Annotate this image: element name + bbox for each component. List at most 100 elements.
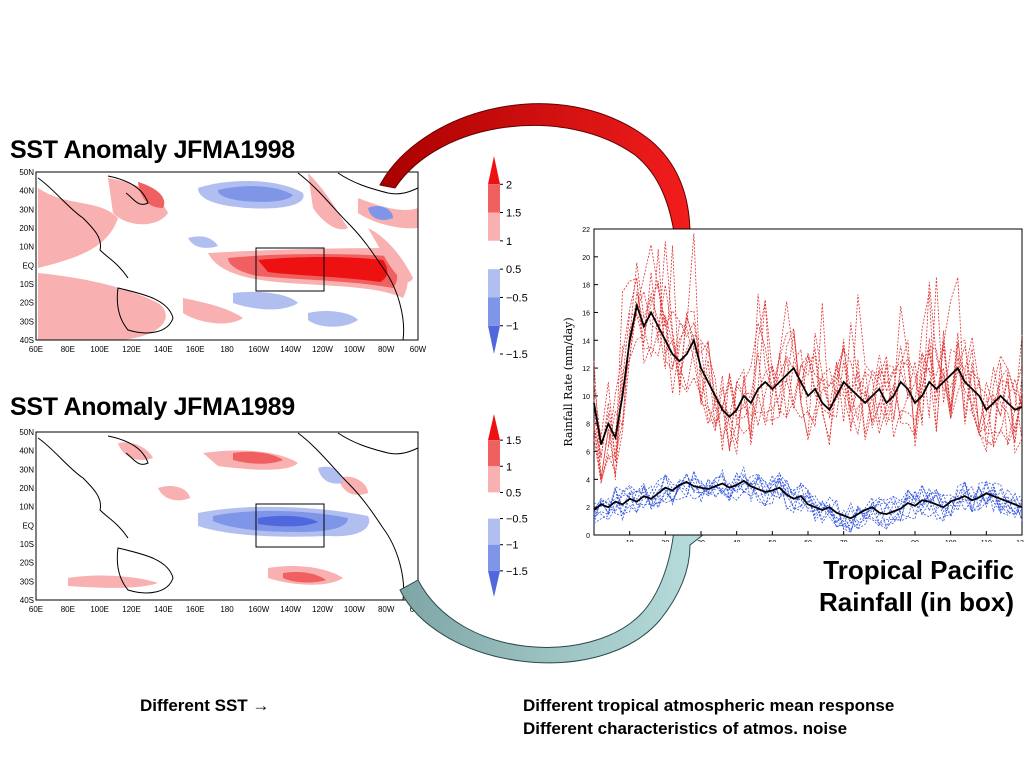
chart-y-tick-label: 14 (582, 338, 590, 345)
map-lat-label: 10N (19, 243, 34, 252)
chart-y-tick-label: 16 (582, 310, 590, 317)
colorbar-label: 1.5 (506, 435, 521, 447)
map-lat-label: 10N (19, 503, 34, 512)
chart-y-tick-label: 2 (586, 505, 590, 512)
map-lon-label: 160W (248, 605, 269, 614)
colorbar-label: 0.5 (506, 264, 521, 276)
colorbar-1989: 1.5 1 0.5 −0.5 −1 −1.5 (488, 414, 528, 597)
colorbar-label: −1 (506, 540, 519, 552)
colorbar-label: 1 (506, 236, 512, 248)
colorbar-segment (488, 544, 500, 571)
map-lon-label: 160W (248, 345, 269, 354)
map-lon-label: 140E (154, 605, 173, 614)
map-lon-label: 160E (186, 605, 205, 614)
colorbar-segment (488, 184, 500, 213)
map1-lon-labels: 60E 80E 100E 120E 140E 160E 180 160W 140W 120W 100… (29, 345, 427, 354)
chart-x-tick-label: 20 (661, 540, 669, 542)
chart-y-tick-label: 6 (586, 450, 590, 457)
map-lon-label: 60E (29, 345, 43, 354)
response-caption: Different tropical atmospheric mean resp… (523, 694, 894, 740)
chart-x-tick-label: 40 (733, 540, 741, 542)
map2-lat-labels: 50N 40N 30N 20N 10N EQ 10S 20S 30S 40S (19, 428, 34, 605)
colorbar-label: −0.5 (506, 292, 528, 304)
map-lon-label: 140E (154, 345, 173, 354)
colorbar-cap (488, 325, 500, 354)
ensemble-member-line (593, 280, 1023, 479)
colorbar-segment (488, 297, 500, 326)
colorbar-segment (488, 269, 500, 298)
colorbar-label: 0.5 (506, 487, 521, 499)
map-lat-label: 40S (20, 336, 34, 345)
colorbar-label: 2 (506, 179, 512, 191)
map1-lat-labels: 50N 40N 30N 20N 10N EQ 10S 20S 30S 40S (19, 168, 34, 345)
colorbar-label: 1 (506, 461, 512, 473)
chart-y-tick-label: 0 (586, 533, 590, 540)
chart-x-tick-label: 70 (840, 540, 848, 542)
colorbar-label: −0.5 (506, 514, 528, 526)
map-lat-label: 20N (19, 224, 34, 233)
map-lon-label: 60W (410, 605, 427, 614)
map-lon-label: 120E (122, 345, 141, 354)
colorbar1-segments (488, 156, 500, 354)
response-caption-line2: Different characteristics of atmos. nois… (523, 719, 848, 738)
map-lon-label: 100W (344, 605, 365, 614)
colorbar2-segments (488, 414, 500, 597)
map-lat-label: EQ (22, 521, 34, 530)
map-lon-label: 120W (312, 345, 333, 354)
chart-x-tick-label: 120 (1016, 540, 1024, 542)
chart-y-tick-label: 8 (586, 422, 590, 429)
ensemble-member-line (593, 244, 1023, 480)
map-lat-label: 30S (20, 577, 34, 586)
colorbar-1998: 2 1.5 1 0.5 −0.5 −1 −1.5 (488, 156, 528, 361)
map-lon-label: 160E (186, 345, 205, 354)
chart-plot-area (593, 228, 1023, 536)
map1-analysis-box (255, 247, 325, 292)
chart-x-tick-label: 90 (911, 540, 919, 542)
colorbar-segment (488, 518, 500, 545)
ensemble-member-line (593, 472, 1023, 530)
map-lon-label: 100E (90, 345, 109, 354)
ensemble-member-line (593, 285, 1023, 484)
colorbar-segment (488, 240, 500, 270)
map-lat-label: EQ (22, 261, 34, 270)
map-lon-label: 80W (378, 605, 395, 614)
map-lon-label: 100W (344, 345, 365, 354)
chart-y-tick-label: 10 (582, 394, 590, 401)
map-lat-label: 30S (20, 317, 34, 326)
colorbar-label: −1 (506, 321, 519, 333)
sst-map-1998: 50N 40N 30N 20N 10N EQ 10S 20S 30S 40S 60E 80E 100E… (19, 168, 427, 354)
map1-title: SST Anomaly JFMA1998 (10, 136, 295, 164)
map2-lon-labels: 60E 80E 100E 120E 140E 160E 180 160W 140W 120W 100… (29, 605, 427, 614)
chart-x-ticks: 10 20 30 40 50 60 70 80 90 100 110 120 (626, 531, 1024, 542)
map-lat-label: 40S (20, 596, 34, 605)
ensemble-member-line (593, 248, 1023, 462)
map-lat-label: 20S (20, 299, 34, 308)
map2-analysis-box (255, 503, 325, 548)
colorbar-cap (488, 156, 500, 185)
ensemble-member-line (593, 466, 1023, 533)
chart-x-tick-label: 30 (697, 540, 705, 542)
chart-x-tick-label: 100 (945, 540, 957, 542)
map-lon-label: 180 (220, 345, 234, 354)
chart-y-tick-label: 12 (582, 366, 590, 373)
chart-x-tick-label: 10 (626, 540, 634, 542)
map-lon-label: 100E (90, 605, 109, 614)
chart-x-tick-label: 80 (875, 540, 883, 542)
ensemble-member-line (593, 473, 1023, 530)
map-lon-label: 80E (61, 345, 75, 354)
response-caption-line1: Different tropical atmospheric mean resp… (523, 696, 895, 715)
map-lat-label: 40N (19, 447, 34, 456)
colorbar-label: 1.5 (506, 208, 521, 220)
map-lon-label: 60W (410, 345, 427, 354)
map-lon-label: 80W (378, 345, 395, 354)
colorbar-segment (488, 466, 500, 493)
map-lon-label: 120W (312, 605, 333, 614)
map-lat-label: 10S (20, 540, 34, 549)
map2-anomaly-fields (68, 442, 370, 588)
rainfall-chart: Rainfall Rate (mm/day) 0 2 4 6 8 10 12 14 16 18 20… (562, 227, 1024, 542)
rainfall-caption: Tropical Pacific Rainfall (in box) (760, 554, 1014, 618)
colorbar-segment (488, 440, 500, 467)
colorbar-label: −1.5 (506, 566, 528, 578)
map-lat-label: 40N (19, 187, 34, 196)
map-lon-label: 180 (220, 605, 234, 614)
